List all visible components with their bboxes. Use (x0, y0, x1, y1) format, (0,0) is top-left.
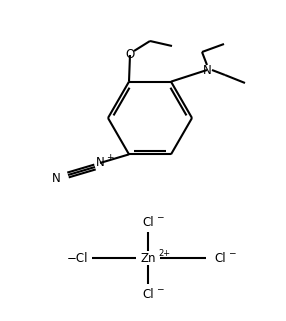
Text: Cl: Cl (214, 251, 226, 265)
Text: Zn: Zn (140, 251, 156, 265)
Text: −: − (156, 213, 164, 221)
Text: O: O (125, 48, 135, 62)
Text: 2+: 2+ (158, 248, 170, 257)
Text: Cl: Cl (142, 215, 154, 229)
Text: N: N (202, 64, 211, 76)
Text: N: N (52, 172, 61, 186)
Text: −: − (228, 248, 235, 257)
Text: −: − (156, 284, 164, 293)
Text: −Cl: −Cl (67, 251, 89, 265)
Text: +: + (106, 152, 114, 161)
Text: Cl: Cl (142, 288, 154, 300)
Text: N: N (96, 157, 104, 169)
